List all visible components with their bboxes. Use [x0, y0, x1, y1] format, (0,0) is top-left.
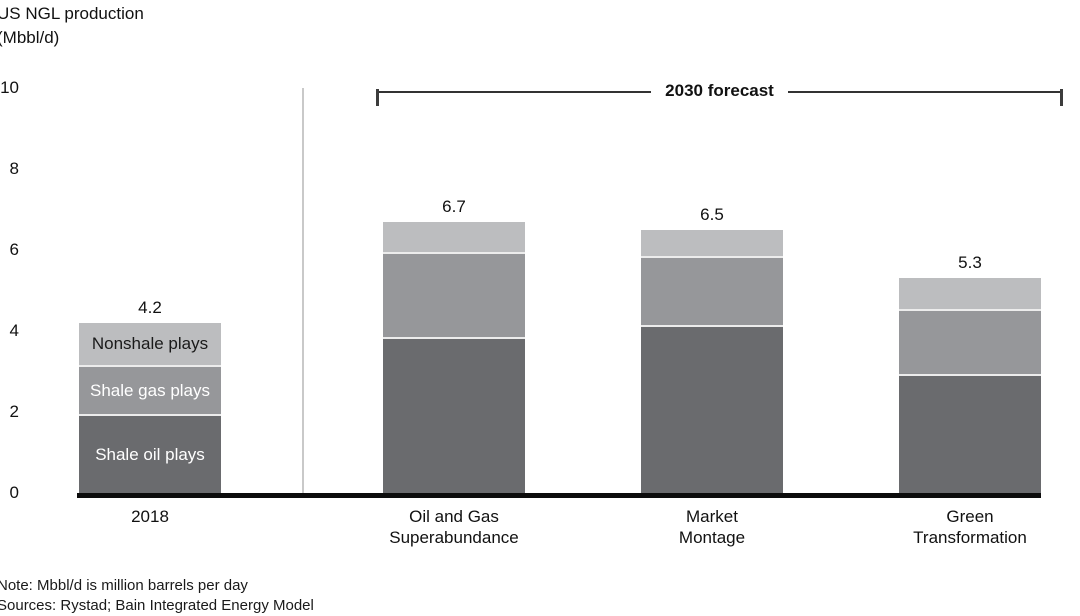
bar-group: Shale oil plays Shale gas plays Nonshale… [79, 0, 221, 612]
bar-group: 6.5 Market Montage [641, 0, 783, 612]
segment-label-shale-gas: Shale gas plays [89, 380, 211, 400]
bar-group: 5.3 Green Transformation [899, 0, 1041, 612]
bracket-line-right [787, 91, 1063, 93]
y-axis-tick-label: 8 [9, 159, 19, 178]
forecast-divider-line [302, 88, 304, 493]
bar-total-label: 6.5 [700, 204, 724, 224]
nonshale-segment: Nonshale plays [79, 322, 221, 368]
segment-label-nonshale: Nonshale plays [91, 334, 209, 354]
forecast-bracket-label: 2030 forecast [665, 81, 774, 100]
bar-group: 6.7 Oil and Gas Superabundance [383, 0, 525, 612]
x-axis-label-line2: Superabundance [389, 528, 519, 547]
shale-oil-segment: Shale oil plays [79, 416, 221, 493]
x-axis-label-line2: Montage [678, 528, 746, 547]
chart-title-line1: US NGL production [0, 4, 144, 23]
x-axis-baseline [77, 493, 1041, 498]
y-axis-tick-label: 0 [9, 483, 19, 502]
chart-title: US NGL production (Mbbl/d) [0, 2, 144, 50]
y-axis-tick-label: 10 [0, 78, 19, 97]
shale-oil-segment [899, 375, 1041, 493]
x-axis-label-line1: Green [946, 507, 994, 526]
x-axis-label: Market Montage [601, 506, 823, 548]
forecast-bracket: 2030 forecast [376, 81, 1063, 106]
footnotes: Note: Mbbl/d is million barrels per day … [0, 576, 314, 616]
y-axis-tick-label: 2 [9, 402, 19, 421]
y-axis-tick-label: 4 [9, 321, 19, 340]
nonshale-segment [899, 278, 1041, 311]
x-axis-label-line1: Oil and Gas [409, 507, 499, 526]
shale-gas-segment [383, 254, 525, 340]
x-axis-label-line2: Transformation [913, 528, 1027, 547]
nonshale-segment [641, 229, 783, 259]
y-axis-tick-label: 6 [9, 240, 19, 259]
shale-gas-segment [641, 258, 783, 327]
x-axis-label: 2018 [39, 506, 261, 527]
nonshale-segment [383, 221, 525, 255]
bracket-tick-right [1060, 89, 1063, 106]
bar-total-label: 6.7 [442, 196, 466, 216]
bracket-tick-left [376, 89, 379, 106]
x-axis-label-line1: Market [686, 507, 738, 526]
footnote-sources: Sources: Rystad; Bain Integrated Energy … [0, 597, 314, 614]
footnote-note: Note: Mbbl/d is million barrels per day [0, 577, 248, 594]
x-axis-label: Green Transformation [859, 506, 1080, 548]
bar-total-label: 4.2 [138, 297, 162, 317]
shale-gas-segment: Shale gas plays [79, 367, 221, 417]
shale-gas-segment [899, 310, 1041, 376]
x-axis-label: Oil and Gas Superabundance [343, 506, 565, 548]
bar-total-label: 5.3 [958, 253, 982, 273]
bracket-line-left [376, 91, 652, 93]
shale-oil-segment [641, 326, 783, 493]
chart-title-unit: (Mbbl/d) [0, 28, 60, 47]
segment-label-shale-oil: Shale oil plays [95, 444, 205, 464]
shale-oil-segment [383, 339, 525, 493]
x-axis-label-line1: 2018 [131, 507, 169, 526]
